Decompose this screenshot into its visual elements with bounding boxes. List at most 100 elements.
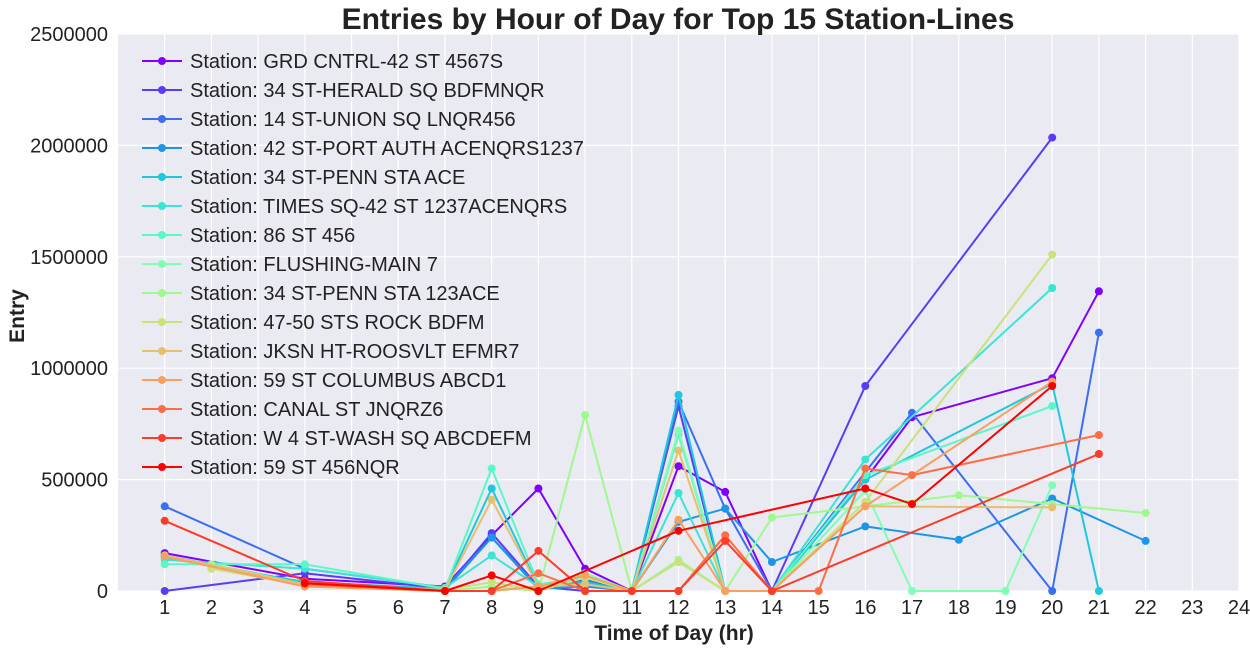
data-point xyxy=(581,571,590,580)
data-point xyxy=(487,578,496,587)
data-point xyxy=(861,382,870,390)
legend-marker xyxy=(158,260,166,268)
series-lines xyxy=(160,133,1150,595)
x-tick-label: 3 xyxy=(253,597,264,619)
legend-label: Station: 59 ST 456NQR xyxy=(190,457,400,479)
legend-item: Station: 47-50 STS ROCK BDFM xyxy=(142,312,485,334)
legend-marker xyxy=(158,231,166,239)
x-tick-label: 21 xyxy=(1088,597,1110,619)
x-tick-label: 14 xyxy=(761,597,783,619)
legend-label: Station: FLUSHING-MAIN 7 xyxy=(190,254,438,276)
data-point xyxy=(1048,481,1057,490)
series-15 xyxy=(300,382,1057,595)
data-point xyxy=(674,489,683,497)
legend-item: Station: 86 ST 456 xyxy=(142,225,355,247)
data-point xyxy=(674,515,683,524)
data-point xyxy=(1048,402,1057,411)
legend-item: Station: 42 ST-PORT AUTH ACENQRS1237 xyxy=(142,138,584,160)
data-point xyxy=(674,426,683,435)
x-tick-label: 6 xyxy=(393,597,404,619)
data-point xyxy=(674,558,683,566)
data-point xyxy=(487,533,496,542)
y-tick-label: 500000 xyxy=(41,470,108,492)
data-point xyxy=(674,390,683,399)
legend-item: Station: 59 ST COLUMBUS ABCD1 xyxy=(142,370,506,392)
x-tick-label: 9 xyxy=(533,597,544,619)
data-point xyxy=(1094,287,1103,296)
data-point xyxy=(160,502,169,511)
legend-item: Station: 59 ST 456NQR xyxy=(142,457,400,479)
legend-label: Station: TIMES SQ-42 ST 1237ACENQRS xyxy=(190,196,567,218)
data-point xyxy=(534,569,543,578)
series-line xyxy=(304,385,1053,592)
data-point xyxy=(160,560,169,569)
data-point xyxy=(1141,536,1150,545)
legend-marker xyxy=(158,289,166,297)
x-tick-label: 22 xyxy=(1134,597,1156,619)
data-point xyxy=(767,558,776,566)
legend-marker xyxy=(158,57,166,65)
legend-label: Station: 34 ST-PENN STA ACE xyxy=(190,167,465,189)
data-point xyxy=(160,516,169,525)
legend-marker xyxy=(158,86,166,94)
data-point xyxy=(1094,328,1103,337)
x-tick-label: 8 xyxy=(486,597,497,619)
data-point xyxy=(627,587,636,595)
x-tick-label: 7 xyxy=(439,597,450,619)
data-point xyxy=(721,504,730,513)
data-point xyxy=(487,464,496,473)
data-point xyxy=(1048,503,1057,512)
data-point xyxy=(861,502,870,511)
data-point xyxy=(674,446,683,455)
data-point xyxy=(954,491,963,500)
legend-label: Station: 34 ST-HERALD SQ BDFMNQR xyxy=(190,80,545,102)
y-tick-label: 2000000 xyxy=(30,135,108,157)
data-point xyxy=(721,536,730,545)
x-tick-label: 2 xyxy=(206,597,217,619)
data-point xyxy=(534,546,543,555)
y-tick-label: 0 xyxy=(97,581,108,603)
data-point xyxy=(534,587,543,595)
legend-label: Station: 59 ST COLUMBUS ABCD1 xyxy=(190,370,506,392)
legend-item: Station: 34 ST-PENN STA ACE xyxy=(142,167,465,189)
x-tick-label: 4 xyxy=(299,597,310,619)
legend-item: Station: 34 ST-HERALD SQ BDFMNQR xyxy=(142,80,545,102)
data-point xyxy=(1141,509,1150,517)
data-point xyxy=(721,587,730,595)
data-point xyxy=(674,462,683,471)
x-tick-label: 20 xyxy=(1041,597,1063,619)
legend-marker xyxy=(158,318,166,326)
legend-marker xyxy=(158,173,166,181)
x-tick-label: 18 xyxy=(948,597,970,619)
data-point xyxy=(487,571,496,580)
x-axis-label: Time of Day (hr) xyxy=(594,622,753,645)
data-point xyxy=(814,587,823,595)
x-tick-label: 19 xyxy=(994,597,1016,619)
legend-label: Station: 42 ST-PORT AUTH ACENQRS1237 xyxy=(190,138,584,160)
data-point xyxy=(160,587,169,595)
data-point xyxy=(1094,587,1103,595)
legend-item: Station: GRD CNTRL-42 ST 4567S xyxy=(142,51,503,73)
x-tick-label: 10 xyxy=(574,597,596,619)
data-point xyxy=(954,535,963,544)
legend-item: Station: CANAL ST JNQRZ6 xyxy=(142,399,443,421)
data-point xyxy=(581,580,590,589)
data-point xyxy=(721,487,730,496)
data-point xyxy=(1001,587,1010,595)
data-point xyxy=(1094,450,1103,458)
x-tick-label: 15 xyxy=(808,597,830,619)
legend-marker xyxy=(158,376,166,384)
data-point xyxy=(861,522,870,531)
x-tick-label: 16 xyxy=(854,597,876,619)
data-point xyxy=(160,552,169,561)
data-point xyxy=(581,587,590,595)
x-tick-label: 23 xyxy=(1181,597,1203,619)
legend-marker xyxy=(158,405,166,413)
data-point xyxy=(1094,431,1103,439)
data-point xyxy=(487,551,496,560)
legend-item: Station: TIMES SQ-42 ST 1237ACENQRS xyxy=(142,196,567,218)
data-point xyxy=(908,587,916,595)
legend-marker xyxy=(158,144,166,152)
data-point xyxy=(861,464,870,473)
